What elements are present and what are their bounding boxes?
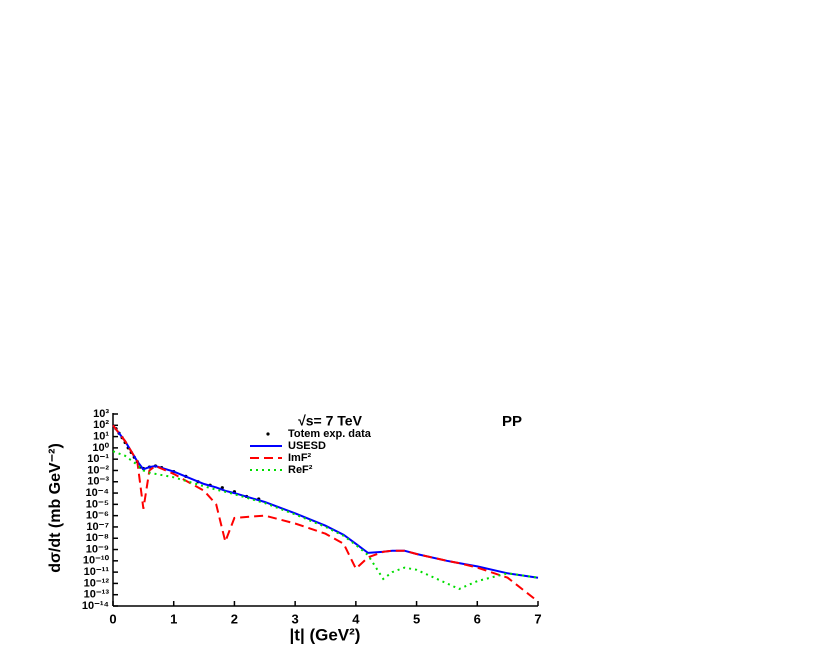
- x-tick-label: 6: [474, 611, 481, 626]
- y-tick-label: 10⁻⁷: [86, 521, 109, 533]
- y-tick-label: 10⁻¹: [87, 453, 109, 465]
- x-tick-label: 2: [231, 611, 238, 626]
- y-tick-label: 10²: [93, 419, 109, 431]
- y-tick-label: 10⁻⁴: [86, 487, 109, 499]
- y-tick-label: 10⁻⁵: [86, 498, 109, 510]
- y-tick-label: 10⁻¹¹: [84, 566, 110, 578]
- y-tick-label: 10⁻²: [87, 464, 109, 476]
- y-tick-label: 10⁻¹²: [84, 577, 110, 589]
- legend-label: ReF²: [288, 464, 313, 476]
- series-line: [112, 450, 539, 591]
- y-tick-label: 10⁰: [92, 442, 109, 454]
- y-tick-label: 10⁻¹⁴: [82, 600, 109, 612]
- x-tick-label: 4: [352, 611, 360, 626]
- legend-label: USESD: [288, 440, 326, 452]
- x-axis-label: |t| (GeV²): [290, 625, 361, 644]
- legend-label: ImF²: [288, 452, 312, 464]
- y-axis-label: dσ/dt (mb GeV⁻²): [47, 443, 64, 573]
- x-tick-label: 0: [109, 611, 116, 626]
- y-tick-label: 10¹: [93, 430, 109, 442]
- legend-marker: [266, 432, 270, 436]
- legend-label: Totem exp. data: [288, 428, 372, 440]
- y-tick-label: 10⁻¹⁰: [83, 555, 110, 567]
- x-tick-label: 7: [534, 611, 541, 626]
- x-tick-label: 3: [292, 611, 299, 626]
- y-tick-label: 10⁻¹³: [84, 589, 110, 601]
- series-line: [112, 424, 539, 603]
- chart-title: √s= 7 TeV: [298, 413, 363, 429]
- y-tick-label: 10⁻⁹: [86, 543, 109, 555]
- x-tick-label: 5: [413, 611, 420, 626]
- x-tick-label: 1: [170, 611, 177, 626]
- y-tick-label: 10⁻⁶: [86, 510, 109, 522]
- y-tick-label: 10⁻³: [87, 476, 109, 488]
- y-tick-label: 10³: [93, 408, 109, 420]
- annotation: PP: [502, 413, 522, 430]
- y-tick-label: 10⁻⁸: [86, 532, 109, 544]
